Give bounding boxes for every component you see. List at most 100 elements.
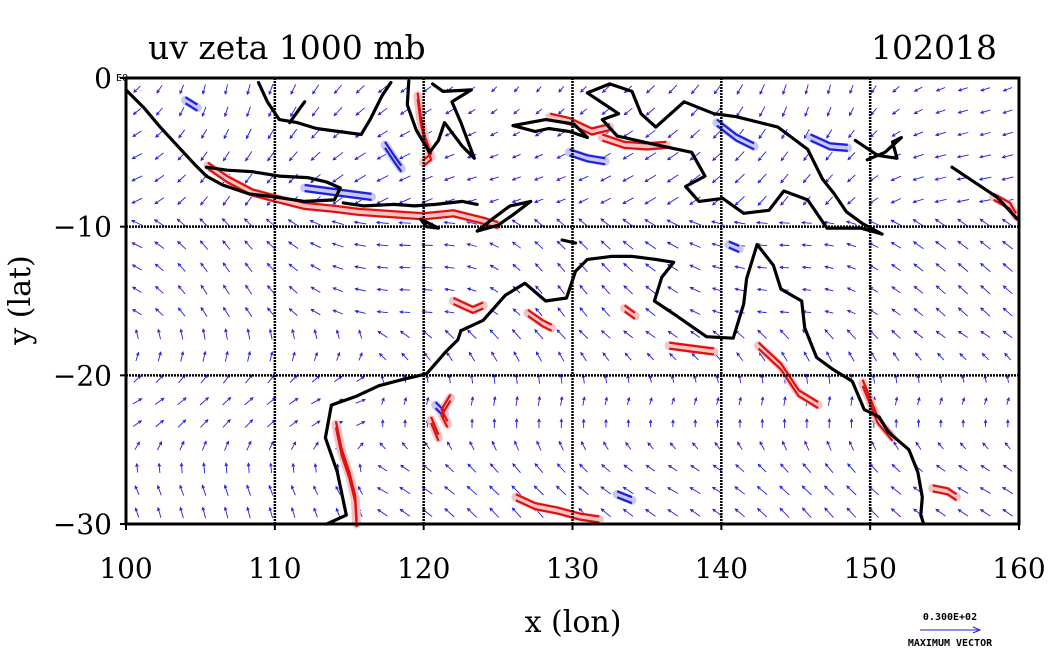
wind-vector-head (512, 308, 517, 313)
negative-vorticity-contour-outer (384, 141, 403, 167)
wind-vector-shaft (178, 285, 186, 295)
wind-vector-head (489, 242, 494, 246)
wind-vector-head (222, 239, 226, 245)
wind-vector-shaft (690, 309, 701, 315)
wind-vector-shaft (399, 266, 411, 269)
wind-vector (826, 106, 832, 117)
wind-vector-head (313, 328, 318, 334)
wind-vector-shaft (335, 486, 341, 495)
wind-vector-shaft (267, 307, 275, 317)
wind-vector-shaft (600, 486, 612, 495)
wind-vector-shaft (939, 397, 943, 405)
wind-vector-shaft (736, 84, 744, 95)
wind-vector (512, 131, 521, 137)
wind-vector-head (600, 178, 605, 182)
wind-vector-shaft (269, 329, 273, 340)
wind-vector-shaft (824, 485, 835, 496)
wind-vector-head (403, 419, 407, 424)
wind-vector-shaft (735, 464, 745, 473)
wind-vector-head (957, 285, 962, 289)
wind-vector-head (826, 440, 830, 445)
wind-vector (671, 419, 675, 428)
wind-vector (313, 462, 318, 473)
wind-vector-head (916, 418, 921, 423)
wind-vector-head (556, 155, 561, 159)
wind-vector-head (514, 418, 519, 423)
wind-vector-head (1002, 285, 1007, 289)
wind-vector-head (937, 442, 942, 446)
wind-vector (376, 265, 389, 270)
wind-vector (179, 462, 184, 474)
positive-vorticity-contour-fill (511, 492, 604, 524)
wind-vector-shaft (690, 465, 700, 472)
wind-vector-head (756, 507, 761, 512)
wind-vector-shaft (958, 285, 969, 295)
wind-vector (600, 197, 612, 204)
wind-vector (222, 195, 231, 206)
wind-vector-head (913, 307, 918, 312)
wind-vector-shaft (132, 242, 143, 249)
wind-vector (333, 84, 342, 95)
wind-vector (534, 131, 543, 137)
wind-vector (377, 85, 388, 94)
wind-vector-head (644, 219, 649, 223)
wind-vector (177, 307, 186, 317)
wind-vector (243, 218, 254, 228)
wind-vector-head (736, 352, 741, 357)
wind-vector (712, 508, 723, 517)
wind-vector-shaft (444, 508, 455, 518)
x-axis-label: x (lon) (525, 605, 622, 640)
wind-vector-head (160, 419, 165, 424)
wind-vector-head (579, 306, 584, 312)
wind-vector (781, 351, 788, 362)
wind-vector (756, 310, 767, 314)
wind-vector-shaft (891, 198, 902, 204)
negative-vorticity-contour-inner (434, 407, 446, 418)
wind-vector-head (912, 177, 917, 181)
wind-vector-head (512, 263, 517, 268)
wind-vector-shaft (825, 196, 834, 205)
wind-vector-shaft (759, 352, 766, 362)
wind-vector (157, 328, 161, 340)
positive-vorticity-contour-fill (928, 483, 961, 502)
wind-vector (157, 462, 162, 473)
wind-vector-shaft (870, 352, 877, 362)
wind-vector (179, 84, 185, 95)
wind-vector-shaft (936, 330, 946, 339)
wind-vector-head (134, 485, 138, 490)
wind-vector-shaft (180, 351, 184, 362)
wind-vector-head (177, 178, 182, 183)
wind-vector-head (556, 199, 561, 204)
wind-vector-shaft (870, 107, 877, 116)
wind-vector (290, 507, 296, 518)
wind-vector (913, 86, 923, 92)
wind-vector-head (313, 507, 317, 512)
wind-vector-head (1002, 88, 1007, 92)
wind-vector-head (491, 440, 496, 445)
wind-vector-shaft (846, 221, 857, 225)
wind-vector-head (288, 263, 293, 268)
coastline (323, 329, 463, 526)
wind-vector-head (734, 179, 739, 184)
wind-vector-shaft (758, 128, 766, 139)
wind-vector-shaft (512, 219, 522, 227)
wind-vector (804, 440, 810, 451)
wind-vector-shaft (601, 285, 611, 295)
wind-vector-head (578, 200, 583, 204)
wind-vector (891, 463, 901, 473)
wind-vector-shaft (960, 442, 967, 450)
wind-vector-shaft (560, 396, 563, 406)
wind-vector-head (331, 242, 336, 247)
wind-vector-head (445, 110, 450, 115)
wind-vector-head (712, 157, 717, 161)
wind-vector-shaft (311, 398, 321, 405)
wind-vector-shaft (735, 266, 745, 270)
wind-vector-head (400, 88, 405, 93)
wind-vector-head (377, 330, 382, 335)
vector-legend-arrowhead (972, 626, 982, 634)
wind-vector-shaft (645, 330, 656, 338)
wind-vector (313, 485, 319, 495)
wind-vector-head (913, 508, 918, 513)
wind-vector-head (824, 265, 829, 269)
wind-vector (871, 85, 877, 94)
